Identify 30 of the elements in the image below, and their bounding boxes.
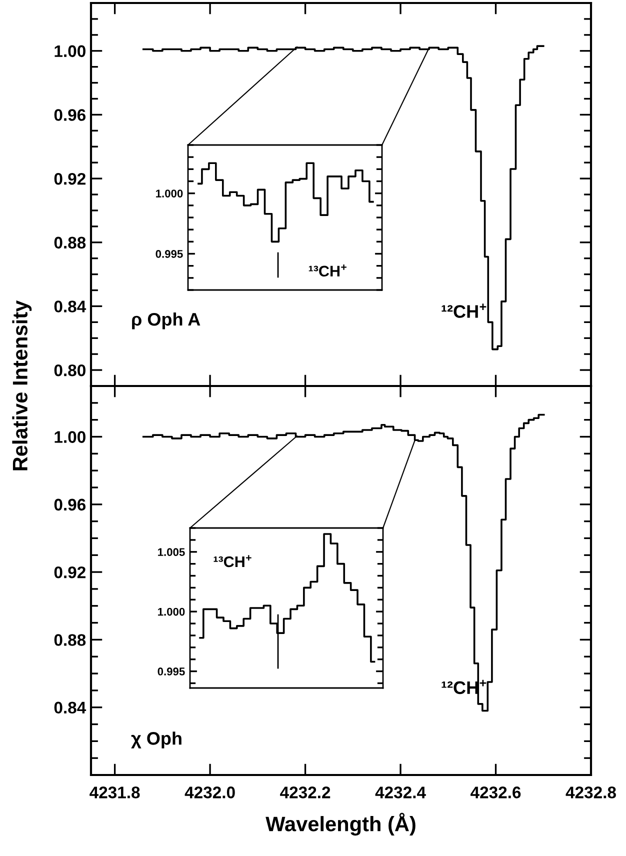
- y-tick-label: 0.88: [54, 236, 86, 249]
- y-tick-label: 0.88: [54, 634, 86, 646]
- x-tick-label: 4232.4: [375, 786, 426, 798]
- x-tick-label: 4232.8: [566, 786, 616, 798]
- x-tick-label: 4232.0: [184, 786, 235, 798]
- y-tick-label: 0.92: [54, 172, 86, 185]
- x-tick-label: 4231.8: [90, 786, 140, 798]
- y-tick-label: 1.00: [54, 45, 86, 58]
- y-tick-label: 1.00: [54, 431, 86, 443]
- y-tick-label: 0.84: [54, 300, 86, 312]
- y-tick-label: 1.000: [156, 190, 183, 198]
- x-tick-label: 4232.6: [470, 786, 521, 798]
- y-tick-label: 0.995: [158, 668, 185, 676]
- y-tick-label: 1.000: [158, 608, 185, 616]
- y-tick-label: 0.92: [54, 566, 86, 578]
- x-axis-title: Wavelength (Å): [266, 812, 416, 836]
- annotation: ρ Oph A: [132, 312, 200, 330]
- annotation: ¹³CH$^{+}$: [214, 555, 252, 568]
- y-tick-label: 1.005: [158, 548, 185, 556]
- annotation: ¹²CH$^{+}$: [442, 680, 486, 694]
- y-tick-label: 0.96: [54, 109, 86, 121]
- y-tick-label: 0.84: [54, 702, 86, 714]
- annotation: χ Oph: [131, 732, 182, 748]
- x-tick-label: 4232.2: [280, 786, 330, 798]
- y-tick-label: 0.995: [156, 250, 183, 258]
- y-tick-label: 0.96: [54, 498, 86, 511]
- y-tick-label: 0.80: [54, 364, 86, 376]
- y-axis-title: Relative Intensity: [12, 300, 32, 470]
- annotation: ¹³CH$^{+}$: [308, 264, 346, 277]
- annotation: ¹²CH$^{+}$: [442, 304, 486, 318]
